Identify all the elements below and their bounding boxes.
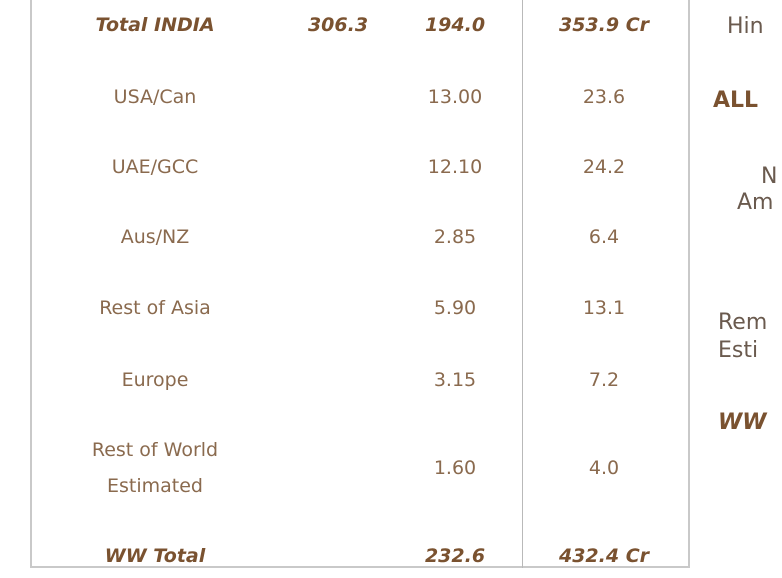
table-cell: Aus/NZ — [120, 226, 190, 248]
table-cell: WW Total — [104, 545, 206, 567]
table-cell: 13.00 — [427, 86, 483, 108]
table-frame — [30, 0, 690, 568]
table-cell: 7.2 — [588, 369, 620, 391]
table-cell: Rest of Asia — [99, 297, 211, 319]
table-cell: 23.6 — [582, 86, 626, 108]
side-text: Hin — [727, 14, 764, 39]
table-cell: 232.6 — [424, 545, 486, 567]
table-cell: 306.3 — [307, 14, 369, 36]
table-cell: 432.4 Cr — [558, 545, 650, 567]
side-text: Esti — [718, 338, 759, 363]
side-text: Am — [737, 190, 774, 215]
side-text: N — [761, 164, 778, 189]
table-cell: 1.60 — [433, 457, 477, 479]
table-cell: 24.2 — [582, 156, 626, 178]
table-cell: 4.0 — [588, 457, 620, 479]
table-cell: 12.10 — [427, 156, 483, 178]
table-cell: 2.85 — [433, 226, 477, 248]
table-cell: 6.4 — [588, 226, 620, 248]
side-text: Rem — [718, 310, 768, 335]
table-cell: UAE/GCC — [111, 156, 199, 178]
table-cell: 194.0 — [424, 14, 486, 36]
table-cell: 13.1 — [582, 297, 626, 319]
table-cell: 5.90 — [433, 297, 477, 319]
table-cell: Europe — [121, 369, 189, 391]
table-cell: Rest of World Estimated — [91, 439, 219, 497]
side-text: ALL — [713, 88, 759, 113]
column-divider — [522, 0, 523, 568]
table-cell: Total INDIA — [95, 14, 215, 36]
table-cell: 353.9 Cr — [558, 14, 650, 36]
table-cell: USA/Can — [113, 86, 197, 108]
table-cell: 3.15 — [433, 369, 477, 391]
side-text: WW — [718, 410, 767, 435]
